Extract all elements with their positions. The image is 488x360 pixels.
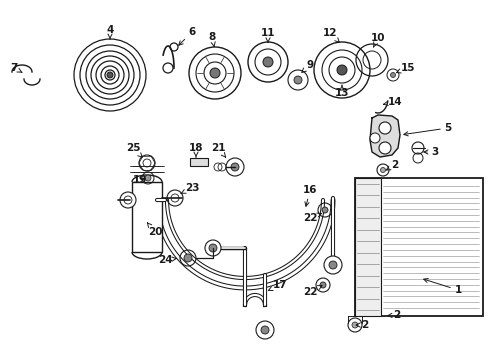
Circle shape	[351, 322, 357, 328]
Text: 14: 14	[383, 97, 402, 107]
Text: 15: 15	[396, 63, 414, 73]
Bar	[354, 178, 380, 316]
Circle shape	[209, 68, 220, 78]
Circle shape	[324, 256, 341, 274]
Circle shape	[107, 72, 113, 78]
Circle shape	[208, 244, 217, 252]
Circle shape	[256, 321, 273, 339]
Text: 25: 25	[125, 143, 142, 157]
Text: 10: 10	[370, 33, 385, 47]
Text: 24: 24	[157, 255, 176, 265]
Bar	[132, 182, 162, 252]
Text: 2: 2	[386, 160, 398, 170]
Circle shape	[380, 167, 385, 172]
Text: 11: 11	[260, 28, 275, 42]
Circle shape	[319, 282, 325, 288]
Circle shape	[378, 142, 390, 154]
Circle shape	[293, 76, 302, 84]
Circle shape	[321, 207, 327, 213]
Polygon shape	[369, 115, 399, 157]
Text: 8: 8	[208, 32, 215, 46]
Text: 20: 20	[147, 223, 162, 237]
Circle shape	[378, 122, 390, 134]
Text: 9: 9	[301, 60, 313, 72]
Text: 5: 5	[403, 123, 451, 136]
Circle shape	[390, 72, 395, 77]
Circle shape	[230, 163, 239, 171]
Text: 1: 1	[423, 278, 461, 295]
Bar	[190, 158, 207, 166]
Circle shape	[225, 158, 244, 176]
Circle shape	[183, 254, 192, 262]
Text: 6: 6	[179, 27, 195, 45]
Text: 2: 2	[387, 310, 400, 320]
Text: 7: 7	[10, 63, 22, 73]
Circle shape	[336, 65, 346, 75]
Text: 3: 3	[423, 147, 438, 157]
Text: 16: 16	[302, 185, 317, 206]
Bar	[354, 178, 482, 316]
Circle shape	[204, 240, 221, 256]
Text: 13: 13	[334, 85, 348, 98]
Text: 12: 12	[322, 28, 339, 42]
Text: 2: 2	[355, 320, 368, 330]
Text: 22: 22	[302, 285, 322, 297]
Text: 17: 17	[268, 280, 287, 291]
Circle shape	[369, 133, 379, 143]
Text: 4: 4	[106, 25, 113, 39]
Circle shape	[328, 261, 336, 269]
Text: 21: 21	[210, 143, 225, 157]
Circle shape	[261, 326, 268, 334]
Text: 19: 19	[133, 175, 147, 185]
Circle shape	[145, 175, 151, 181]
Text: 22: 22	[302, 213, 321, 223]
Circle shape	[263, 57, 272, 67]
Text: 18: 18	[188, 143, 203, 157]
Text: 23: 23	[181, 183, 199, 194]
Circle shape	[120, 192, 136, 208]
